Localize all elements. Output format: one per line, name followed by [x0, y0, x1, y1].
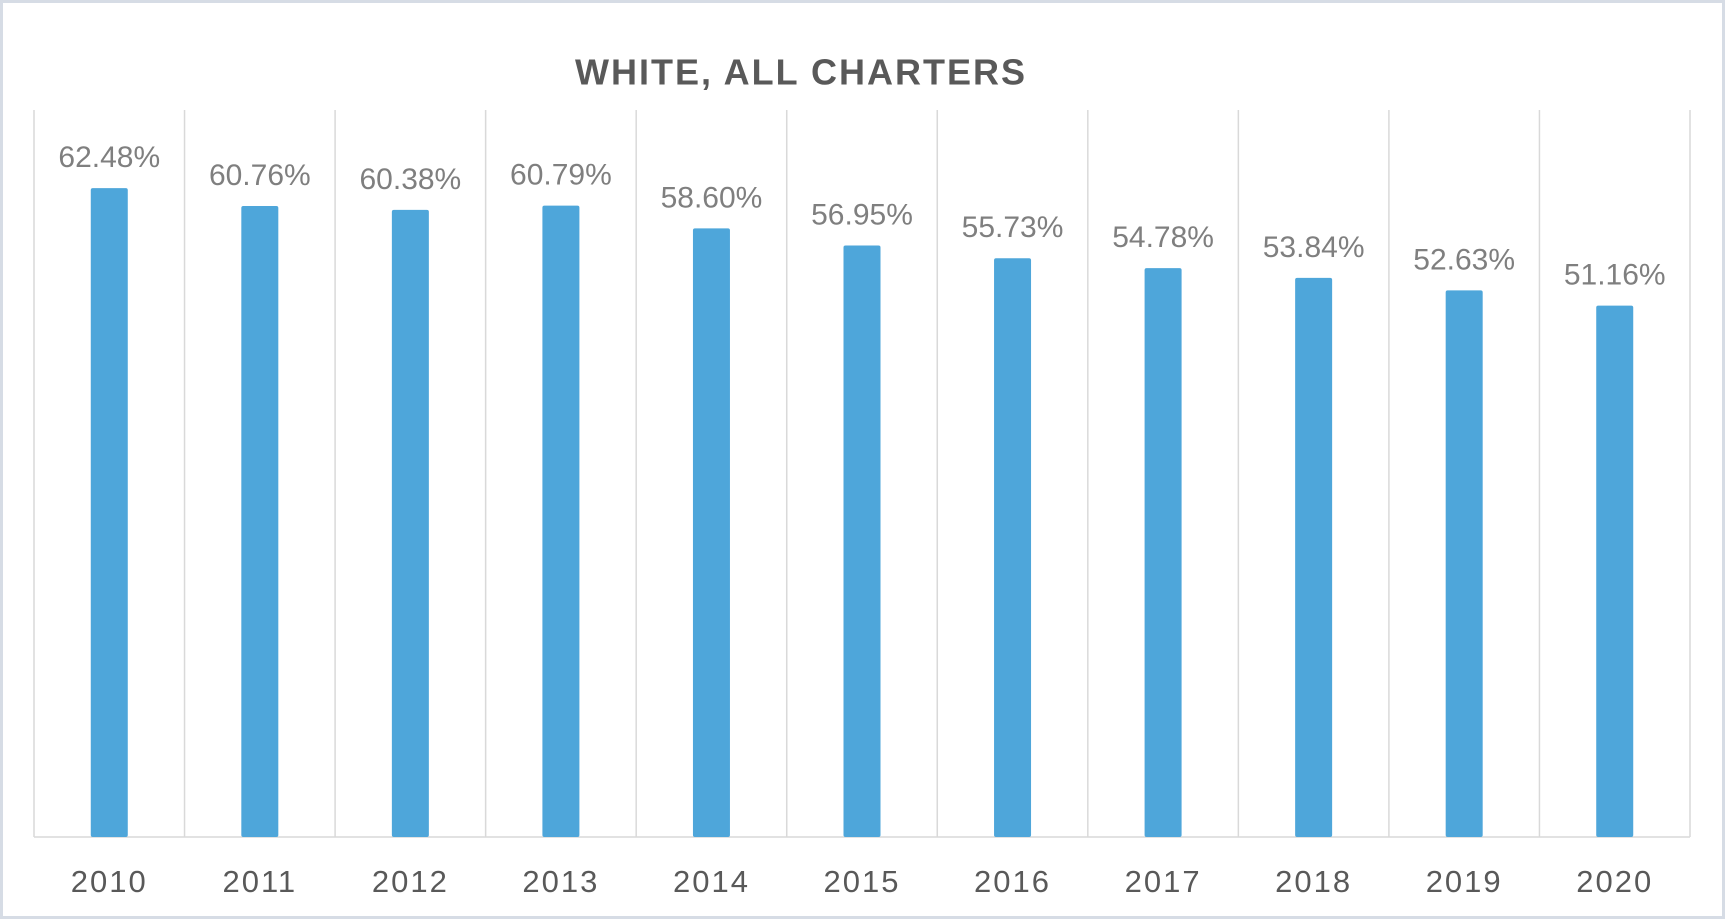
x-tick-label: 2010 [71, 864, 148, 899]
value-label: 55.73% [962, 211, 1064, 244]
value-label: 56.95% [811, 198, 913, 231]
value-label: 58.60% [661, 181, 763, 214]
x-tick-label: 2013 [522, 864, 599, 899]
bar [241, 205, 279, 838]
bar [692, 228, 730, 837]
x-tick-label: 2014 [673, 864, 750, 899]
value-label: 51.16% [1564, 259, 1666, 292]
bar [1144, 268, 1182, 837]
x-tick-label: 2015 [824, 864, 901, 899]
x-tick-label: 2012 [372, 864, 449, 899]
bar [1445, 290, 1483, 837]
bar [994, 258, 1032, 838]
value-label: 54.78% [1112, 221, 1214, 254]
value-label: 60.76% [209, 159, 311, 192]
bar [391, 209, 429, 837]
value-label: 52.63% [1413, 243, 1515, 276]
bar [542, 205, 580, 837]
chart-title: WHITE, ALL CHARTERS [575, 52, 1027, 93]
value-label: 62.48% [58, 141, 160, 174]
bar [843, 245, 881, 837]
bar [90, 188, 128, 837]
x-tick-label: 2018 [1275, 864, 1352, 899]
value-label: 53.84% [1263, 231, 1365, 264]
x-tick-label: 2016 [974, 864, 1051, 899]
x-tick-label: 2017 [1125, 864, 1202, 899]
bar [1295, 277, 1333, 837]
x-tick-label: 2011 [222, 864, 297, 899]
x-tick-label: 2019 [1426, 864, 1503, 899]
value-label: 60.79% [510, 159, 612, 192]
bar [1596, 305, 1634, 837]
value-label: 60.38% [359, 163, 461, 196]
x-tick-label: 2020 [1576, 864, 1653, 899]
